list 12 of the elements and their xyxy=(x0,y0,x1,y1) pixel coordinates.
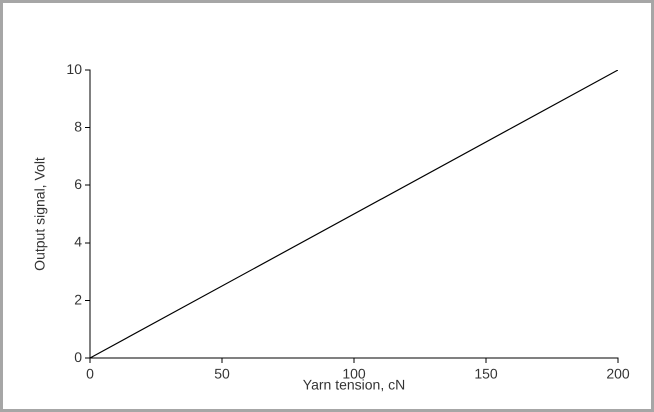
y-tick-label: 0 xyxy=(74,348,82,365)
y-tick-label: 4 xyxy=(74,234,82,250)
x-tick-label: 200 xyxy=(606,365,630,382)
y-tick-label: 2 xyxy=(74,291,82,308)
y-tick-label: 10 xyxy=(66,60,82,77)
y-tick-label: 6 xyxy=(74,176,82,192)
x-tick-label: 100 xyxy=(342,365,366,382)
y-tick-label: 8 xyxy=(74,118,82,134)
y-axis-title: Output signal, Volt xyxy=(31,157,48,271)
x-tick-label: 0 xyxy=(86,365,94,382)
x-tick-label: 150 xyxy=(474,365,498,382)
x-tick-label: 50 xyxy=(214,365,230,382)
